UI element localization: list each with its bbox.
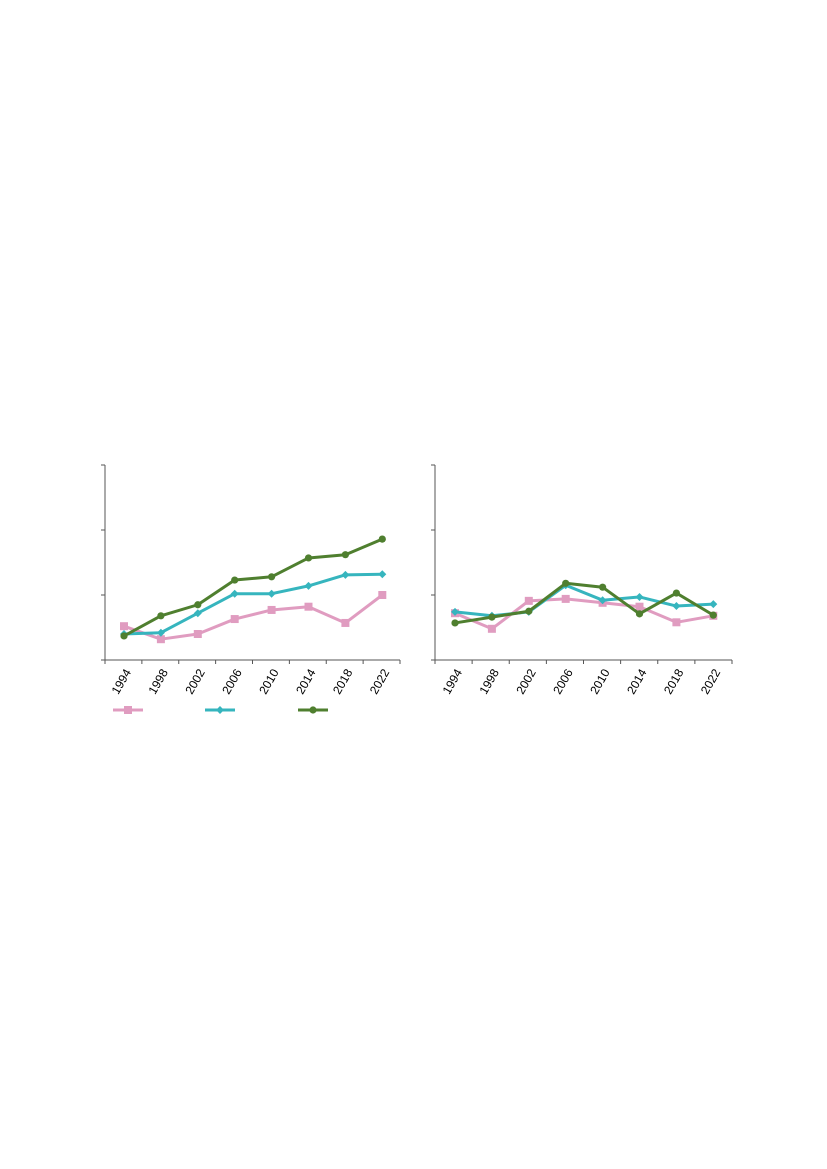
data-point xyxy=(672,618,681,627)
data-point xyxy=(561,594,570,603)
data-point xyxy=(487,624,496,633)
legend-item-2 xyxy=(205,706,235,714)
x-tick-label: 2014 xyxy=(293,666,319,696)
legend xyxy=(113,706,328,714)
series-line xyxy=(123,537,383,638)
data-point xyxy=(157,612,165,620)
data-point xyxy=(230,589,239,598)
x-tick-label: 2010 xyxy=(587,666,613,696)
data-point xyxy=(672,602,681,611)
x-tick-label: 2022 xyxy=(367,666,393,696)
legend-marker xyxy=(124,706,132,714)
data-point xyxy=(230,615,239,624)
series-line xyxy=(454,581,715,625)
series-line xyxy=(123,593,384,641)
data-point xyxy=(524,596,533,605)
series-3 xyxy=(451,579,717,627)
series-1 xyxy=(120,591,387,644)
x-tick-label: 2018 xyxy=(661,666,687,696)
legend-item-1 xyxy=(113,706,143,714)
data-point xyxy=(267,589,276,598)
data-point xyxy=(635,592,644,601)
data-point xyxy=(709,611,717,619)
data-point xyxy=(451,619,459,627)
data-point xyxy=(194,601,202,609)
data-point xyxy=(378,591,387,599)
x-tick-label: 2006 xyxy=(219,666,245,696)
data-point xyxy=(672,589,681,597)
x-tick-label: 2002 xyxy=(513,666,539,696)
series-2 xyxy=(120,570,387,638)
x-tick-label: 2010 xyxy=(256,666,282,696)
legend-marker xyxy=(309,706,317,714)
data-point xyxy=(709,600,718,609)
x-tick-label: 1998 xyxy=(145,666,171,696)
data-point xyxy=(193,609,202,618)
data-point xyxy=(193,630,202,638)
x-tick-label: 1998 xyxy=(476,666,502,696)
data-point xyxy=(341,570,350,579)
data-point xyxy=(599,583,607,591)
legend-item-3 xyxy=(298,706,328,714)
chart-2: 1994 1998 2002 2006 2010 2014 2018 2022 xyxy=(431,464,733,697)
data-point xyxy=(341,618,350,627)
data-point xyxy=(268,573,276,581)
data-point xyxy=(451,607,459,616)
data-point xyxy=(598,596,607,605)
series-line xyxy=(123,572,383,636)
data-point xyxy=(120,632,128,640)
series-line xyxy=(454,597,714,631)
data-point xyxy=(378,570,387,579)
data-point xyxy=(635,610,644,618)
data-point xyxy=(635,602,644,611)
data-point xyxy=(156,628,165,637)
chart-1: 1994 1998 2002 2006 2010 2014 2018 2022 xyxy=(101,464,401,714)
data-point xyxy=(488,613,496,621)
x-tick-label: 2022 xyxy=(698,666,724,696)
data-point xyxy=(156,635,165,644)
data-point xyxy=(231,576,239,584)
x-tick-label: 2018 xyxy=(330,666,356,696)
series-3 xyxy=(120,535,386,640)
legend-marker xyxy=(216,706,224,714)
data-point xyxy=(341,551,349,559)
x-tick-label: 1994 xyxy=(109,666,135,696)
x-tick-label: 2014 xyxy=(624,666,650,696)
data-point xyxy=(304,581,313,590)
data-point xyxy=(304,602,313,611)
x-tick-label: 1994 xyxy=(440,666,466,696)
data-point xyxy=(525,607,533,615)
data-point xyxy=(378,535,386,543)
data-point xyxy=(267,605,276,614)
x-tick-label: 2006 xyxy=(550,666,576,696)
data-point xyxy=(304,554,313,562)
data-point xyxy=(562,579,570,587)
data-point xyxy=(120,622,128,631)
x-tick-label: 2002 xyxy=(182,666,208,696)
